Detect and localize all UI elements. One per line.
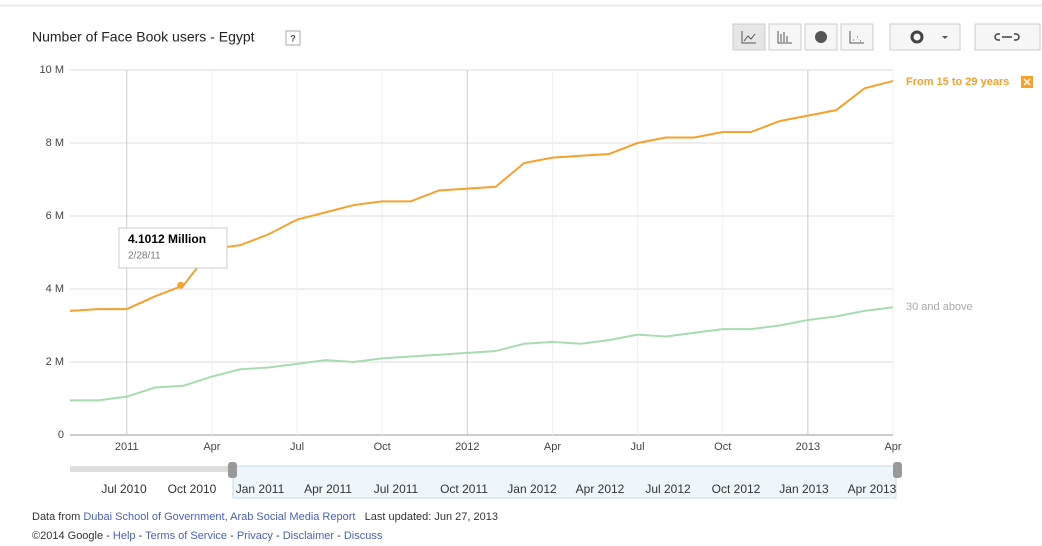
range-label: Jul 2012 [645, 482, 691, 496]
range-label: Apr 2013 [848, 482, 897, 496]
footer-link[interactable]: Help [112, 530, 136, 542]
separator: - [230, 530, 234, 542]
series-line [69, 79, 894, 312]
icon [849, 31, 864, 44]
range-label: Oct 2011 [440, 482, 488, 496]
y-tick-label: 0 [58, 429, 64, 441]
chart-title: Number of Face Book users - Egypt [32, 29, 255, 45]
source-link[interactable]: Dubai School of Government, Arab Social … [83, 511, 356, 523]
range-label: Jul 2011 [374, 482, 419, 496]
footer-link[interactable]: Discuss [343, 530, 383, 542]
help-icon[interactable] [285, 30, 301, 46]
x-tick-label: Apr [203, 441, 220, 453]
icon [942, 36, 948, 39]
range-label: Jan 2013 [779, 482, 829, 496]
source-line: Data from Dubai School of Government, Ar… [32, 511, 498, 523]
range-handle[interactable] [893, 462, 902, 478]
x-tick-label: 2011 [115, 441, 139, 453]
help-icon-text[interactable]: ? [290, 33, 296, 43]
top-rule [0, 4, 1042, 7]
x-tick-label: 2012 [455, 441, 479, 453]
separator: - [275, 530, 280, 542]
separator: - [106, 530, 110, 542]
y-tick-label: 10 M [40, 64, 64, 76]
x-tick-label: Jul [631, 441, 645, 453]
chart: Number of Face Book users - Egypt ? 0 2 M… [0, 4, 1042, 499]
icon [777, 31, 792, 44]
y-tick-label: 6 M [46, 210, 64, 222]
range-label: Apr 2012 [576, 482, 625, 496]
icon [910, 30, 924, 44]
x-tick-label: Jul [290, 441, 304, 453]
copyright: ©2014 Google [32, 530, 104, 542]
range-handle[interactable] [228, 462, 237, 478]
icon [815, 31, 827, 43]
range-label: Oct 2012 [712, 482, 761, 496]
footer-link[interactable]: Privacy [236, 530, 273, 542]
y-tick-label: 2 M [46, 356, 64, 368]
plot: 0 2 M 4 M 6 M 8 M 10 M 2011 Apr Jul Oct 2012 Apr Jul… [40, 64, 1033, 453]
footer-link[interactable]: Disclaimer [282, 530, 335, 542]
series-line [70, 306, 894, 402]
legend-label: From 15 to 29 years [906, 76, 1009, 88]
settings-button[interactable] [889, 23, 961, 51]
icon [741, 31, 756, 44]
hover-point [177, 281, 185, 289]
tooltip-date: 2/28/11 [128, 251, 161, 262]
legend-remove-x [1023, 78, 1031, 86]
x-tick-label: 2013 [796, 441, 820, 453]
x-tick-label: Apr [884, 441, 901, 453]
x-tick-label: Oct [714, 441, 731, 453]
range-label: Apr 2011 [304, 482, 352, 496]
range-label: Oct 2010 [168, 482, 217, 496]
source-prefix: Data from [32, 511, 81, 523]
last-updated: Last updated: Jun 27, 2013 [364, 511, 498, 523]
tooltip-box [118, 227, 228, 269]
x-tick-label: Apr [544, 441, 561, 453]
bar-chart-button[interactable] [768, 23, 802, 51]
icon [994, 33, 1020, 41]
y-tick-label: 4 M [46, 283, 64, 295]
footer-links: ©2014 Google - Help - Terms of Service -… [32, 530, 382, 542]
tooltip-value: 4.1012 Million [128, 232, 206, 246]
range-selection [232, 465, 897, 499]
y-tick-label: 8 M [46, 137, 64, 149]
separator: - [337, 530, 341, 542]
range-label: Jan 2012 [507, 482, 557, 496]
separator: - [138, 530, 143, 542]
footer-link[interactable]: Terms of Service [145, 530, 228, 542]
range-label: Jul 2010 [101, 482, 147, 496]
x-tick-label: Oct [374, 441, 391, 453]
toolbar [732, 23, 1041, 51]
legend-label: 30 and above [906, 301, 973, 313]
range-label: Jan 2011 [236, 482, 285, 496]
